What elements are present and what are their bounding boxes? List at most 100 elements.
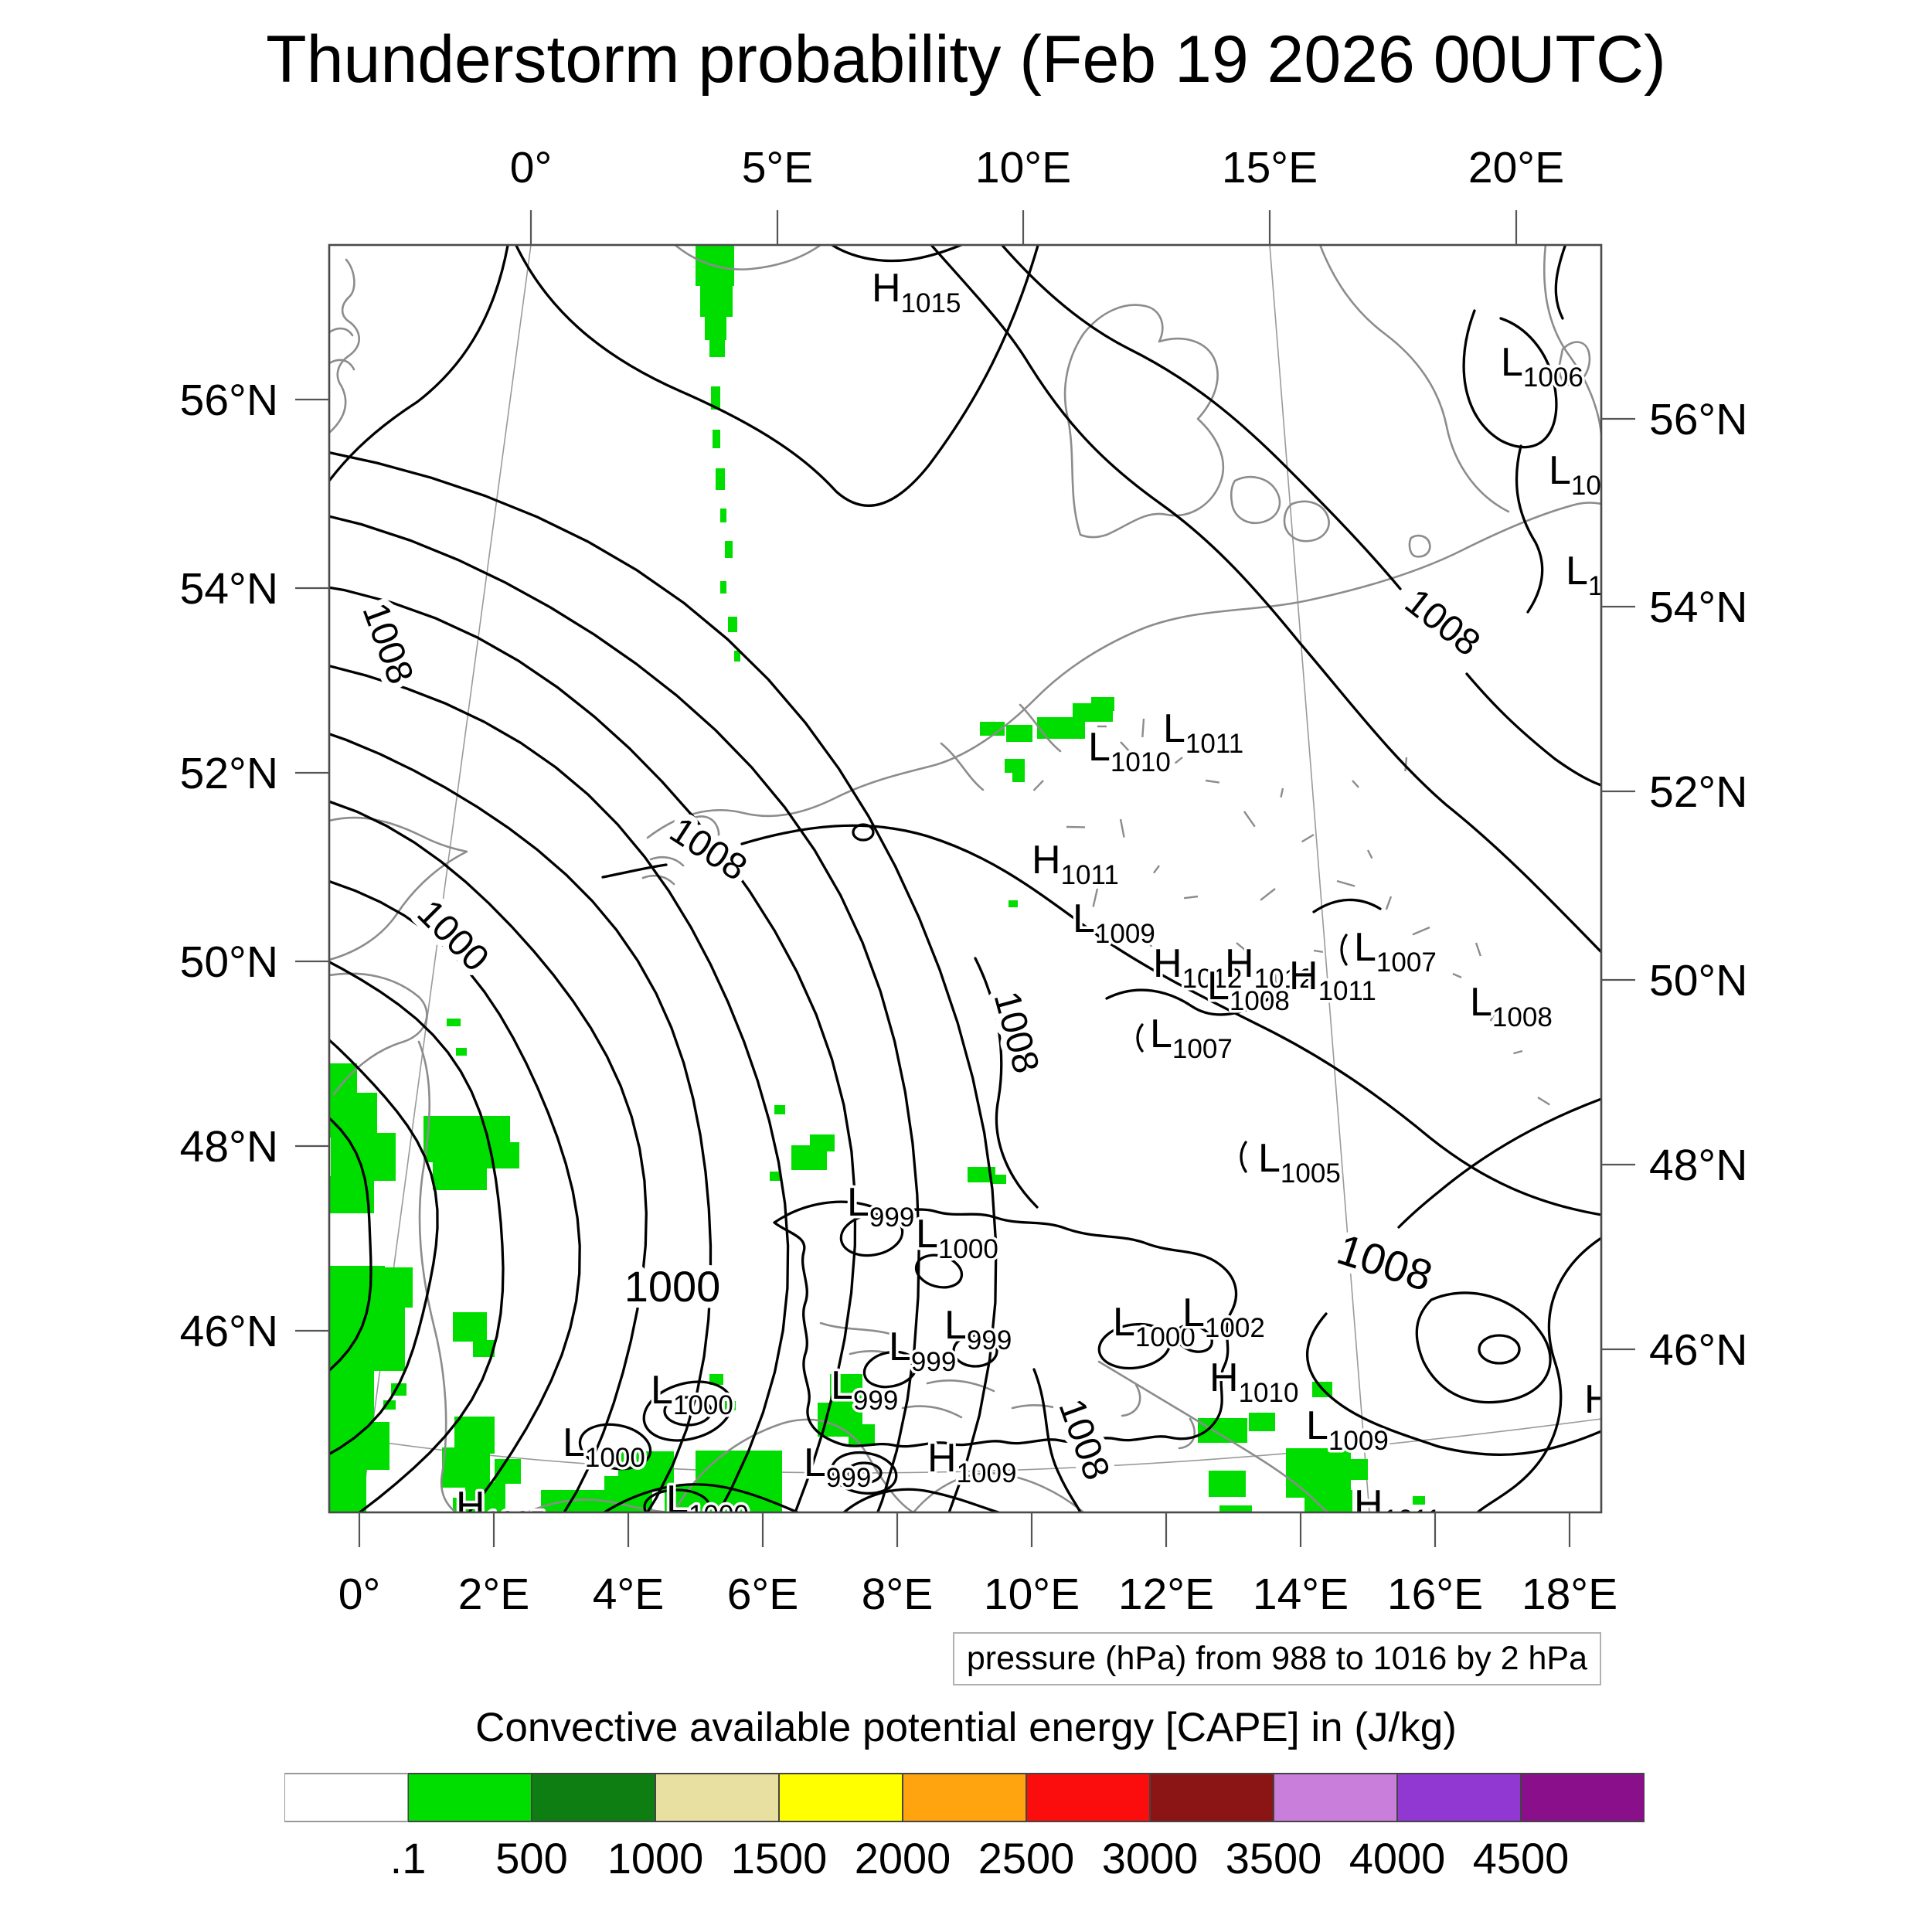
cape-patch: [1413, 1496, 1425, 1505]
colorbar-cell-8: [1274, 1773, 1397, 1822]
colorbar-tick-label: 2500: [978, 1834, 1075, 1883]
lake-speck: [1236, 942, 1252, 956]
colorbar-tick-label: 1000: [607, 1834, 704, 1883]
isobar: [329, 586, 857, 1512]
pressure-centre-labels: H1015L1006L100L1L1010L1011H1011L1009H101…: [454, 264, 1603, 1530]
isobar-loop: [643, 1488, 711, 1512]
pressure-centre-L1000: L1000: [651, 1368, 733, 1420]
axis-label-right: 56°N: [1649, 395, 1747, 444]
cape-patch: [696, 1451, 782, 1512]
lake-speck: [1366, 849, 1373, 859]
isobar: [329, 879, 581, 1512]
coast-britain: [329, 258, 360, 434]
coast-adriatic: [1097, 1360, 1331, 1512]
axis-label-right: 48°N: [1649, 1141, 1747, 1190]
lake-speck: [1183, 895, 1199, 900]
axis-labels: 0° 5°E 10°E 15°E 20°E 0° 2°E 4°E 6°E 8°E 10°E 12°E 1…: [180, 143, 1748, 1619]
isobar: [974, 957, 1039, 1209]
cape-patch: [329, 1063, 357, 1097]
colorbar-cell-1: [408, 1773, 532, 1822]
axis-label-bottom: 18°E: [1522, 1570, 1617, 1619]
cape-patch: [1006, 725, 1032, 742]
pressure-centre-L1011: L1011: [1163, 706, 1243, 759]
pressure-centre-L999: L999: [944, 1303, 1012, 1355]
pressure-centre-L1007: L1007: [1354, 925, 1437, 978]
cape-patch: [1343, 1459, 1368, 1480]
pressure-centre-H1010: H1010: [1209, 1355, 1298, 1408]
cape-patch: [1249, 1413, 1275, 1431]
colorbar-tick-label: 4000: [1349, 1834, 1446, 1883]
parallel-45N: [329, 1418, 1601, 1474]
isobar-loop: [642, 1380, 733, 1442]
contour-label: 1000: [624, 1262, 721, 1311]
cape-patch: [709, 1374, 723, 1385]
isobar: [1105, 898, 1382, 1173]
lake-speck: [1313, 949, 1324, 954]
cape-patch: [700, 280, 733, 317]
isobar-loop: [914, 1253, 964, 1289]
cape-patch: [380, 1267, 413, 1308]
pressure-centre-H1012: H1012: [1225, 941, 1314, 994]
cape-patch: [725, 1401, 736, 1410]
colorbar: [284, 1773, 1645, 1822]
axis-label-left: 46°N: [180, 1307, 278, 1356]
pressure-centre-L1008: L1008: [1470, 980, 1553, 1032]
axis-label-left: 52°N: [180, 749, 278, 798]
pressure-centre-L1010: L1010: [1088, 725, 1171, 777]
cape-patch: [709, 337, 725, 357]
lake-speck: [1032, 780, 1044, 791]
cape-patch: [719, 1456, 736, 1470]
axis-label-right: 50°N: [1649, 956, 1747, 1005]
axis-label-bottom: 8°E: [862, 1570, 934, 1619]
cape-patch: [1009, 900, 1018, 907]
isobar-alps: [773, 1200, 1238, 1448]
axis-label-top: 5°E: [742, 143, 814, 192]
lake-speck: [1152, 865, 1160, 874]
colorbar-tick-label: .1: [389, 1834, 427, 1883]
colorbar-cell-3: [655, 1773, 779, 1822]
coast-northsea-baltic: [646, 502, 1601, 852]
cape-patch: [1286, 1448, 1351, 1498]
cape-patch: [705, 314, 726, 340]
axis-label-top: 0°: [510, 143, 553, 192]
axis-label-bottom: 14°E: [1253, 1570, 1349, 1619]
lake-speck: [1412, 926, 1430, 936]
cape-patch: [1012, 773, 1025, 782]
cape-patch: [365, 1306, 405, 1371]
cape-patch: [1091, 697, 1114, 711]
lake-speck: [1274, 973, 1277, 984]
isobar-loop: [830, 1451, 898, 1495]
pressure-contours: [329, 245, 1601, 1512]
colorbar-cell-5: [903, 1773, 1026, 1822]
pressure-centre-L1000: L1000: [666, 1478, 749, 1530]
axis-ticks: [295, 210, 1635, 1547]
colorbar-tick-label: 3500: [1225, 1834, 1322, 1883]
pressure-centre-H1015: H1015: [872, 266, 961, 318]
coast-norway: [673, 245, 822, 270]
axis-label-bottom: 0°: [338, 1570, 381, 1619]
colorbar-cell-9: [1397, 1773, 1521, 1822]
cape-patch: [716, 468, 725, 490]
cape-patch: [992, 1175, 1006, 1184]
isobar: [1000, 245, 1601, 787]
cape-patch: [447, 1019, 461, 1026]
cape-patch: [720, 581, 726, 594]
lake-speck: [1489, 1004, 1501, 1022]
pressure-centre-H1012: H1012: [1153, 941, 1242, 994]
pressure-centre-L1: L1: [1566, 549, 1603, 601]
colorbar-tick-label: 1500: [730, 1834, 828, 1883]
cape-patch: [1209, 1471, 1246, 1497]
coast-france: [329, 816, 468, 1512]
cape-patch: [770, 1172, 781, 1181]
isobar: [601, 824, 1601, 1216]
lake-speck: [1452, 972, 1462, 978]
cape-patch: [774, 1105, 785, 1114]
colorbar-cell-0: [284, 1773, 408, 1822]
isobar: [329, 800, 648, 1512]
cape-patch: [711, 386, 720, 410]
coastlines: [329, 245, 1601, 1512]
pressure-centre-H1011: H1011: [1032, 838, 1119, 890]
colorbar-cell-2: [532, 1773, 655, 1822]
pressure-note: pressure (hPa) from 988 to 1016 by 2 hPa: [952, 1632, 1601, 1685]
